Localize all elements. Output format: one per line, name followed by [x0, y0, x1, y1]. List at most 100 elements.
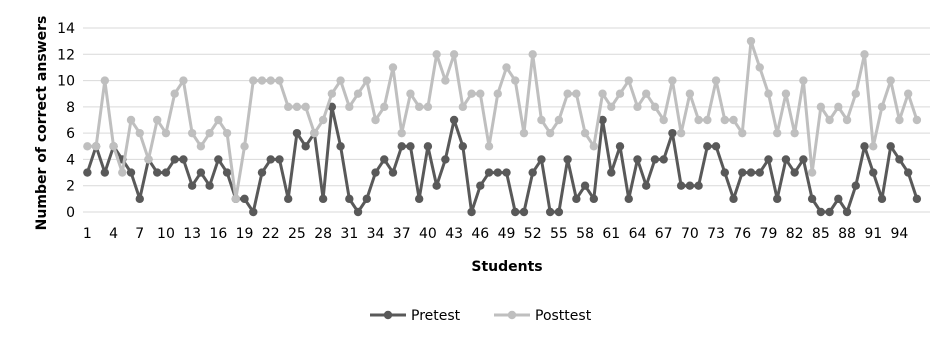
- point-pretest-39: [414, 194, 424, 204]
- point-pretest-40: [423, 142, 433, 151]
- point-pretest-31: [345, 194, 354, 204]
- point-pretest-22: [266, 155, 275, 164]
- point-pretest-56: [563, 155, 572, 164]
- point-posttest-3: [100, 76, 110, 85]
- point-posttest-89: [851, 89, 860, 98]
- point-posttest-40: [423, 102, 433, 112]
- point-pretest-6: [126, 168, 136, 177]
- point-pretest-93: [886, 142, 895, 151]
- point-posttest-31: [345, 102, 354, 112]
- x-tick-label-2: 7: [135, 226, 144, 242]
- point-posttest-12: [179, 76, 188, 85]
- point-pretest-80: [772, 194, 782, 204]
- x-tick-label-8: 25: [288, 226, 306, 242]
- point-posttest-44: [458, 102, 468, 112]
- point-posttest-28: [318, 115, 328, 125]
- point-pretest-55: [554, 207, 564, 217]
- point-posttest-84: [807, 168, 817, 177]
- point-posttest-37: [397, 128, 406, 138]
- x-tick-label-25: 76: [733, 226, 751, 242]
- point-pretest-76: [738, 168, 747, 177]
- x-tick-label-30: 91: [864, 226, 882, 242]
- legend: Pretest Posttest: [370, 308, 592, 324]
- x-tick-label-1: 4: [109, 226, 118, 242]
- point-posttest-43: [449, 50, 459, 59]
- point-pretest-62: [615, 142, 625, 151]
- point-posttest-80: [772, 128, 782, 138]
- point-posttest-36: [388, 63, 398, 72]
- point-pretest-20: [249, 207, 258, 217]
- x-tick-label-17: 52: [524, 226, 542, 242]
- point-pretest-59: [589, 194, 599, 204]
- point-posttest-25: [292, 102, 302, 112]
- x-tick-label-21: 64: [629, 226, 647, 242]
- point-posttest-6: [126, 115, 136, 125]
- point-pretest-26: [301, 142, 310, 151]
- point-posttest-76: [738, 128, 747, 138]
- series-group: [83, 36, 922, 217]
- point-pretest-10: [161, 168, 171, 177]
- point-pretest-75: [729, 194, 738, 204]
- point-pretest-7: [135, 194, 144, 204]
- point-pretest-17: [222, 168, 232, 177]
- point-pretest-96: [912, 194, 922, 204]
- point-posttest-77: [746, 36, 756, 46]
- point-posttest-64: [633, 102, 642, 112]
- x-tick-label-9: 28: [314, 226, 332, 242]
- point-posttest-54: [545, 128, 555, 138]
- point-posttest-20: [249, 76, 258, 85]
- point-pretest-67: [659, 155, 668, 164]
- x-tick-label-5: 16: [209, 226, 227, 242]
- point-pretest-12: [179, 155, 188, 164]
- x-tick-label-7: 22: [262, 226, 280, 242]
- point-posttest-22: [266, 76, 275, 85]
- point-posttest-15: [205, 128, 214, 138]
- point-posttest-61: [607, 102, 616, 112]
- point-pretest-3: [100, 168, 110, 177]
- point-posttest-57: [572, 89, 581, 98]
- point-pretest-48: [493, 168, 502, 177]
- x-tick-label-16: 49: [498, 226, 516, 242]
- point-pretest-79: [764, 155, 773, 164]
- point-pretest-45: [467, 207, 476, 217]
- point-pretest-52: [528, 168, 537, 177]
- point-posttest-2: [91, 142, 101, 151]
- point-pretest-25: [292, 128, 302, 138]
- point-pretest-14: [196, 168, 206, 177]
- point-pretest-57: [572, 194, 581, 204]
- point-pretest-1: [83, 168, 92, 177]
- point-posttest-7: [135, 128, 144, 138]
- legend-swatch-marker-posttest: [507, 310, 517, 320]
- point-posttest-67: [659, 115, 668, 125]
- point-pretest-94: [895, 155, 904, 164]
- point-posttest-11: [170, 89, 179, 98]
- y-tick-label-5: 10: [57, 74, 75, 90]
- point-posttest-10: [161, 128, 171, 138]
- point-posttest-69: [676, 128, 686, 138]
- x-tick-label-23: 70: [681, 226, 699, 242]
- point-posttest-19: [240, 142, 249, 151]
- x-tick-label-4: 13: [183, 226, 201, 242]
- x-tick-label-13: 40: [419, 226, 437, 242]
- point-pretest-33: [362, 194, 371, 204]
- point-posttest-14: [196, 142, 206, 151]
- point-posttest-27: [310, 128, 319, 138]
- point-pretest-50: [511, 207, 520, 217]
- point-posttest-78: [755, 63, 764, 72]
- point-pretest-30: [336, 142, 345, 151]
- point-posttest-50: [511, 76, 520, 85]
- x-tick-label-12: 37: [393, 226, 411, 242]
- point-pretest-92: [877, 194, 887, 204]
- point-posttest-55: [554, 115, 564, 125]
- point-posttest-34: [371, 115, 380, 125]
- point-pretest-36: [388, 168, 398, 177]
- point-pretest-81: [781, 155, 791, 164]
- point-posttest-95: [903, 89, 913, 98]
- x-tick-label-27: 82: [786, 226, 804, 242]
- point-pretest-23: [275, 155, 284, 164]
- point-pretest-16: [214, 155, 223, 164]
- point-pretest-78: [755, 168, 764, 177]
- x-tick-label-6: 19: [236, 226, 254, 242]
- point-pretest-68: [668, 128, 677, 138]
- point-posttest-81: [781, 89, 791, 98]
